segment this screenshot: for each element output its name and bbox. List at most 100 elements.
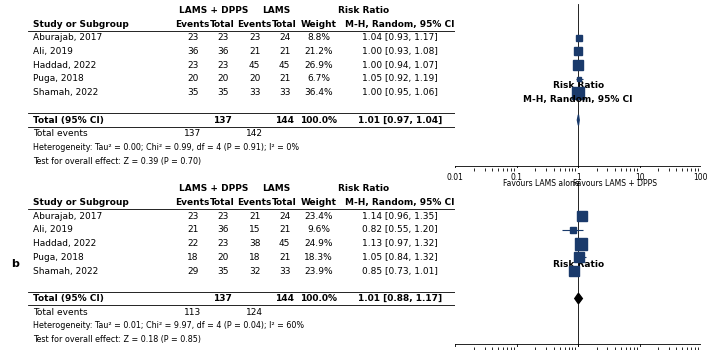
Text: Weight: Weight: [301, 20, 337, 29]
Text: Total: Total: [272, 198, 297, 207]
Text: 113: 113: [184, 308, 201, 317]
Text: 24: 24: [279, 33, 290, 42]
Text: 18: 18: [187, 253, 198, 262]
Text: 23: 23: [187, 212, 198, 221]
Text: 36: 36: [217, 225, 229, 234]
Text: Study or Subgroup: Study or Subgroup: [33, 198, 128, 207]
Text: 23.9%: 23.9%: [304, 267, 333, 275]
Text: Ali, 2019: Ali, 2019: [33, 47, 72, 56]
Text: Events: Events: [237, 20, 272, 29]
Text: b: b: [11, 259, 19, 269]
Text: 1.14 [0.96, 1.35]: 1.14 [0.96, 1.35]: [362, 212, 438, 221]
Text: Total (95% CI): Total (95% CI): [33, 116, 103, 125]
Text: 0.01: 0.01: [447, 173, 464, 182]
Polygon shape: [577, 115, 579, 125]
Text: 24: 24: [279, 212, 290, 221]
Text: 21: 21: [279, 253, 290, 262]
Text: 21: 21: [279, 75, 290, 83]
Text: 142: 142: [246, 129, 263, 138]
Text: 100: 100: [694, 173, 708, 182]
Text: Shamah, 2022: Shamah, 2022: [33, 267, 98, 275]
Text: Total events: Total events: [33, 308, 87, 317]
Text: 32: 32: [249, 267, 261, 275]
Text: M-H, Random, 95% CI: M-H, Random, 95% CI: [523, 95, 633, 104]
Text: 144: 144: [275, 116, 294, 125]
Text: 23: 23: [217, 239, 229, 248]
Text: 10: 10: [635, 173, 644, 182]
Text: Shamah, 2022: Shamah, 2022: [33, 88, 98, 97]
Text: Heterogeneity: Tau² = 0.00; Chi² = 0.99, df = 4 (P = 0.91); I² = 0%: Heterogeneity: Tau² = 0.00; Chi² = 0.99,…: [33, 143, 299, 152]
Text: 20: 20: [217, 75, 229, 83]
Text: 1.13 [0.97, 1.32]: 1.13 [0.97, 1.32]: [362, 239, 438, 248]
Text: Heterogeneity: Tau² = 0.01; Chi² = 9.97, df = 4 (P = 0.04); I² = 60%: Heterogeneity: Tau² = 0.01; Chi² = 9.97,…: [33, 321, 304, 330]
Text: 22: 22: [187, 239, 198, 248]
Text: 20: 20: [217, 253, 229, 262]
Text: M-H, Random, 95% CI: M-H, Random, 95% CI: [345, 198, 455, 207]
Text: 45: 45: [279, 61, 290, 70]
Text: 1.00 [0.93, 1.08]: 1.00 [0.93, 1.08]: [362, 47, 438, 56]
Text: 100.0%: 100.0%: [300, 116, 337, 125]
Text: Puga, 2018: Puga, 2018: [33, 253, 84, 262]
Text: Events: Events: [176, 198, 210, 207]
Text: 18: 18: [249, 253, 261, 262]
Text: Total events: Total events: [33, 129, 87, 138]
Text: 20: 20: [249, 75, 261, 83]
Text: 0.85 [0.73, 1.01]: 0.85 [0.73, 1.01]: [362, 267, 438, 275]
Text: Total: Total: [210, 20, 235, 29]
Text: 21: 21: [187, 225, 198, 234]
Text: 29: 29: [187, 267, 198, 275]
Text: Events: Events: [237, 198, 272, 207]
Text: 1.01 [0.97, 1.04]: 1.01 [0.97, 1.04]: [358, 116, 442, 125]
Text: 21: 21: [249, 212, 261, 221]
Text: Events: Events: [176, 20, 210, 29]
Text: 1.05 [0.92, 1.19]: 1.05 [0.92, 1.19]: [362, 75, 438, 83]
Text: 6.7%: 6.7%: [307, 75, 330, 83]
Polygon shape: [575, 293, 583, 304]
Text: 23: 23: [217, 212, 229, 221]
Text: 0.82 [0.55, 1.20]: 0.82 [0.55, 1.20]: [362, 225, 438, 234]
Text: 1.04 [0.93, 1.17]: 1.04 [0.93, 1.17]: [362, 33, 438, 42]
Text: Haddad, 2022: Haddad, 2022: [33, 239, 96, 248]
Text: LAMS + DPPS: LAMS + DPPS: [179, 6, 249, 15]
Text: 1.01 [0.88, 1.17]: 1.01 [0.88, 1.17]: [358, 294, 442, 303]
Text: Test for overall effect: Z = 0.18 (P = 0.85): Test for overall effect: Z = 0.18 (P = 0…: [33, 335, 200, 344]
Text: 23: 23: [217, 33, 229, 42]
Text: Aburajab, 2017: Aburajab, 2017: [33, 33, 102, 42]
Text: 23: 23: [249, 33, 261, 42]
Text: Risk Ratio: Risk Ratio: [338, 6, 389, 15]
Text: 45: 45: [279, 239, 290, 248]
Text: 15: 15: [249, 225, 261, 234]
Text: 137: 137: [213, 116, 232, 125]
Text: 0.1: 0.1: [510, 173, 523, 182]
Text: 23: 23: [217, 61, 229, 70]
Text: Puga, 2018: Puga, 2018: [33, 75, 84, 83]
Text: 38: 38: [249, 239, 261, 248]
Text: 21: 21: [249, 47, 261, 56]
Text: Test for overall effect: Z = 0.39 (P = 0.70): Test for overall effect: Z = 0.39 (P = 0…: [33, 157, 200, 166]
Text: Total: Total: [210, 198, 235, 207]
Text: 100.0%: 100.0%: [300, 294, 337, 303]
Text: Aburajab, 2017: Aburajab, 2017: [33, 212, 102, 221]
Text: 1.05 [0.84, 1.32]: 1.05 [0.84, 1.32]: [362, 253, 438, 262]
Text: 36: 36: [217, 47, 229, 56]
Text: 36: 36: [187, 47, 198, 56]
Text: Ali, 2019: Ali, 2019: [33, 225, 72, 234]
Text: M-H, Random, 95% CI: M-H, Random, 95% CI: [345, 20, 455, 29]
Text: 33: 33: [279, 88, 290, 97]
Text: 35: 35: [217, 267, 229, 275]
Text: 1.00 [0.95, 1.06]: 1.00 [0.95, 1.06]: [362, 88, 438, 97]
Text: Haddad, 2022: Haddad, 2022: [33, 61, 96, 70]
Text: 23: 23: [187, 33, 198, 42]
Text: 1: 1: [576, 173, 581, 182]
Text: Risk Ratio: Risk Ratio: [553, 81, 604, 90]
Text: 24.9%: 24.9%: [304, 239, 333, 248]
Text: 8.8%: 8.8%: [307, 33, 330, 42]
Text: 144: 144: [275, 294, 294, 303]
Text: 33: 33: [249, 88, 261, 97]
Text: 137: 137: [213, 294, 232, 303]
Text: 23.4%: 23.4%: [304, 212, 333, 221]
Text: 21: 21: [279, 47, 290, 56]
Text: 23: 23: [187, 61, 198, 70]
Text: 9.6%: 9.6%: [307, 225, 330, 234]
Text: 45: 45: [249, 61, 261, 70]
